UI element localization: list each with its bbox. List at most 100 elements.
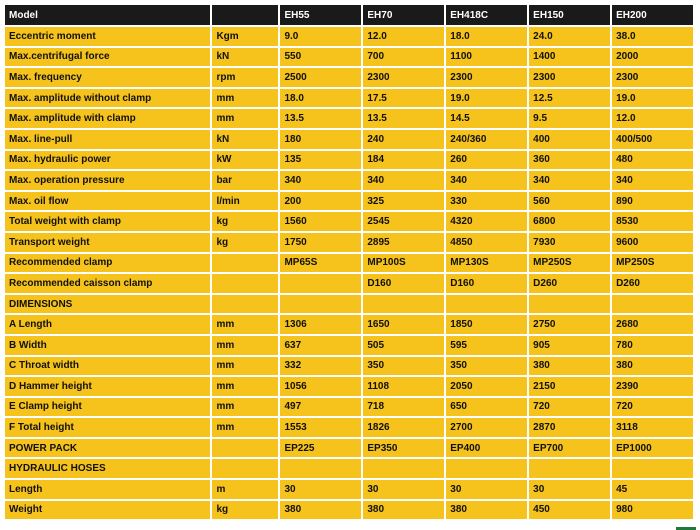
table-row: Eccentric moment Kgm 9.0 12.0 18.0 24.0 38.0 [5, 27, 693, 46]
row-unit [212, 294, 279, 314]
row-value: 260 [446, 150, 528, 170]
row-label: Max. frequency [5, 68, 211, 87]
row-unit: mm [212, 109, 279, 128]
row-unit: mm [212, 335, 279, 355]
row-unit [212, 459, 279, 479]
row-value: 19.0 [446, 88, 528, 108]
row-value: MP100S [363, 253, 445, 273]
row-value: 30 [363, 480, 445, 499]
row-unit: mm [212, 377, 279, 396]
row-value: 380 [363, 500, 445, 520]
row-value: 24.0 [529, 27, 611, 46]
table-row: C Throat width mm 332 350 350 380 380 [5, 356, 693, 376]
row-value: 330 [446, 191, 528, 211]
row-value: 18.0 [446, 27, 528, 46]
row-value: 30 [446, 480, 528, 499]
row-label: DIMENSIONS [5, 294, 211, 314]
row-label: B Width [5, 335, 211, 355]
row-value: 2390 [612, 377, 693, 396]
row-value: 18.0 [280, 88, 362, 108]
row-value: 340 [363, 171, 445, 190]
table-row: Max. oil flow l/min 200 325 330 560 890 [5, 191, 693, 211]
row-label: Max. line-pull [5, 129, 211, 149]
row-label: F Total height [5, 418, 211, 437]
row-value: 14.5 [446, 109, 528, 128]
row-unit: kW [212, 150, 279, 170]
table-row: Max. amplitude without clamp mm 18.0 17.5 19… [5, 88, 693, 108]
row-value: EP350 [363, 438, 445, 458]
row-value: D160 [363, 274, 445, 293]
row-value: EP700 [529, 438, 611, 458]
header-model: EH150 [529, 5, 611, 25]
table-row: Recommended clamp MP65S MP100S MP130S MP250S… [5, 253, 693, 273]
header-model: EH200 [612, 5, 693, 25]
header-model: EH55 [280, 5, 362, 25]
row-value: MP250S [529, 253, 611, 273]
row-unit: mm [212, 418, 279, 437]
row-value: 637 [280, 335, 362, 355]
header-row: Model EH55 EH70 EH418C EH150 EH200 [5, 5, 693, 25]
row-value: 780 [612, 335, 693, 355]
row-value: MP130S [446, 253, 528, 273]
row-value [529, 459, 611, 479]
row-unit: kN [212, 47, 279, 67]
row-unit: mm [212, 397, 279, 417]
row-value: 2300 [446, 68, 528, 87]
row-value [612, 459, 693, 479]
row-value: EP400 [446, 438, 528, 458]
row-value [363, 459, 445, 479]
row-value: 380 [529, 356, 611, 376]
row-unit [212, 253, 279, 273]
row-value: 13.5 [280, 109, 362, 128]
row-value: 8530 [612, 212, 693, 231]
row-label: POWER PACK [5, 438, 211, 458]
row-label: A Length [5, 315, 211, 334]
header-model: EH418C [446, 5, 528, 25]
table-row: B Width mm 637 505 595 905 780 [5, 335, 693, 355]
row-value: 2300 [612, 68, 693, 87]
table-row: Length m 30 30 30 30 45 [5, 480, 693, 499]
row-value: MP250S [612, 253, 693, 273]
row-value: 1650 [363, 315, 445, 334]
table-row: A Length mm 1306 1650 1850 2750 2680 [5, 315, 693, 334]
row-value: 200 [280, 191, 362, 211]
row-value: MP65S [280, 253, 362, 273]
row-value: D260 [529, 274, 611, 293]
row-value: 1108 [363, 377, 445, 396]
row-value: 12.0 [363, 27, 445, 46]
table-row: Max. frequency rpm 2500 2300 2300 2300 2300 [5, 68, 693, 87]
row-value: 400 [529, 129, 611, 149]
row-value: 9600 [612, 232, 693, 252]
row-value: 9.0 [280, 27, 362, 46]
row-unit: m [212, 480, 279, 499]
header-model: EH70 [363, 5, 445, 25]
spec-table: Model EH55 EH70 EH418C EH150 EH200 Eccen… [3, 3, 695, 521]
row-label: Max. hydraulic power [5, 150, 211, 170]
row-value: 980 [612, 500, 693, 520]
row-label: C Throat width [5, 356, 211, 376]
row-value: 30 [280, 480, 362, 499]
row-value: 2700 [446, 418, 528, 437]
row-unit: bar [212, 171, 279, 190]
row-value [363, 294, 445, 314]
table-row: HYDRAULIC HOSES [5, 459, 693, 479]
row-value: 2300 [363, 68, 445, 87]
row-unit: kg [212, 212, 279, 231]
row-value: 905 [529, 335, 611, 355]
row-value: 17.5 [363, 88, 445, 108]
row-label: Max. amplitude without clamp [5, 88, 211, 108]
row-label: Total weight with clamp [5, 212, 211, 231]
row-value: 135 [280, 150, 362, 170]
table-row: Max. hydraulic power kW 135 184 260 360 480 [5, 150, 693, 170]
row-value: 2870 [529, 418, 611, 437]
row-value: 595 [446, 335, 528, 355]
row-value: 1750 [280, 232, 362, 252]
row-unit: mm [212, 315, 279, 334]
row-value: 2300 [529, 68, 611, 87]
table-row: Total weight with clamp kg 1560 2545 4320 680… [5, 212, 693, 231]
row-value: 1056 [280, 377, 362, 396]
table-row: POWER PACK EP225 EP350 EP400 EP700 EP1000 [5, 438, 693, 458]
row-label: Recommended caisson clamp [5, 274, 211, 293]
row-value: 890 [612, 191, 693, 211]
row-label: Max.centrifugal force [5, 47, 211, 67]
